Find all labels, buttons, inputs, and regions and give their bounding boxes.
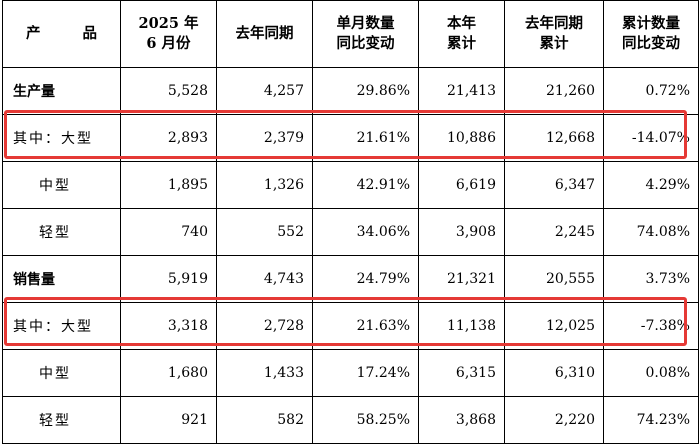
- table-row: 中型 1,680 1,433 17.24% 6,315 6,310 0.08%: [2, 349, 699, 397]
- table-row: 轻型 740 552 34.06% 3,908 2,245 74.08%: [2, 208, 699, 256]
- header-product-char-2: 品: [82, 25, 98, 42]
- cell-ytd: 6,315: [418, 349, 505, 397]
- row-label: 中型: [2, 349, 121, 397]
- cell-month: 1,895: [120, 161, 217, 209]
- row-label: 轻型: [2, 208, 121, 256]
- cell-monthly-change: 24.79%: [312, 255, 419, 303]
- cell-month: 1,680: [120, 349, 217, 397]
- cell-ytd: 6,619: [418, 161, 505, 209]
- cell-ytd: 10,886: [418, 114, 505, 162]
- header-last-year-ytd: 去年同期 累计: [504, 0, 604, 68]
- cell-last-ytd: 12,668: [504, 114, 604, 162]
- cell-last-year: 4,743: [216, 255, 313, 303]
- cell-ytd: 21,321: [418, 255, 505, 303]
- cell-monthly-change: 42.91%: [312, 161, 419, 209]
- cell-monthly-change: 58.25%: [312, 396, 419, 444]
- cell-cum-change: 74.08%: [603, 208, 699, 256]
- header-product: 产品: [2, 0, 121, 68]
- header-ytd-line-1: 本年: [447, 15, 476, 32]
- cell-cum-change: 4.29%: [603, 161, 699, 209]
- cell-monthly-change: 17.24%: [312, 349, 419, 397]
- row-label: 轻型: [2, 396, 121, 444]
- row-label: 生产量: [2, 67, 121, 115]
- table-row: 中型 1,895 1,326 42.91% 6,619 6,347 4.29%: [2, 161, 699, 209]
- row-label: 其中：大型: [2, 302, 121, 350]
- header-cumulative-change-line-1: 累计数量: [622, 15, 680, 32]
- cell-last-ytd: 2,220: [504, 396, 604, 444]
- cell-last-year: 2,379: [216, 114, 313, 162]
- header-monthly-change: 单月数量 同比变动: [312, 0, 419, 68]
- cell-month: 5,919: [120, 255, 217, 303]
- row-label: 中型: [2, 161, 121, 209]
- cell-last-ytd: 6,347: [504, 161, 604, 209]
- cell-month: 740: [120, 208, 217, 256]
- cell-last-ytd: 12,025: [504, 302, 604, 350]
- cell-month: 5,528: [120, 67, 217, 115]
- cell-last-ytd: 21,260: [504, 67, 604, 115]
- cell-monthly-change: 29.86%: [312, 67, 419, 115]
- table-row: 其中：大型 2,893 2,379 21.61% 10,886 12,668 -…: [2, 114, 699, 162]
- cell-cum-change: 0.08%: [603, 349, 699, 397]
- cell-last-year: 2,728: [216, 302, 313, 350]
- header-cumulative-change-line-2: 同比变动: [622, 35, 680, 52]
- cell-last-year: 4,257: [216, 67, 313, 115]
- header-monthly-change-line-1: 单月数量: [336, 15, 395, 32]
- cell-cum-change: -14.07%: [603, 114, 699, 162]
- table-row: 生产量 5,528 4,257 29.86% 21,413 21,260 0.7…: [2, 67, 699, 115]
- cell-ytd: 3,868: [418, 396, 505, 444]
- cell-ytd: 11,138: [418, 302, 505, 350]
- header-month-line-2: 6 月份: [146, 35, 191, 52]
- cell-last-ytd: 6,310: [504, 349, 604, 397]
- cell-cum-change: 3.73%: [603, 255, 699, 303]
- header-monthly-change-line-2: 同比变动: [336, 35, 395, 52]
- header-last-year-ytd-line-1: 去年同期: [525, 15, 583, 32]
- header-month: 2025 年 6 月份: [120, 0, 217, 68]
- header-product-char-1: 产: [26, 25, 41, 42]
- cell-month: 921: [120, 396, 217, 444]
- cell-last-ytd: 20,555: [504, 255, 604, 303]
- cell-last-year: 1,326: [216, 161, 313, 209]
- cell-last-year: 582: [216, 396, 313, 444]
- header-last-year-ytd-line-2: 累计: [539, 35, 569, 52]
- table-row: 其中：大型 3,318 2,728 21.63% 11,138 12,025 -…: [2, 302, 699, 350]
- cell-month: 3,318: [120, 302, 217, 350]
- row-label: 销售量: [2, 255, 121, 303]
- cell-monthly-change: 21.63%: [312, 302, 419, 350]
- cell-cum-change: 74.23%: [603, 396, 699, 444]
- header-last-year-same: 去年同期: [216, 0, 313, 68]
- cell-last-year: 552: [216, 208, 313, 256]
- cell-monthly-change: 21.61%: [312, 114, 419, 162]
- table-row: 轻型 921 582 58.25% 3,868 2,220 74.23%: [2, 396, 699, 444]
- header-cumulative-change: 累计数量 同比变动: [603, 0, 699, 68]
- table-row: 销售量 5,919 4,743 24.79% 21,321 20,555 3.7…: [2, 255, 699, 303]
- cell-month: 2,893: [120, 114, 217, 162]
- cell-cum-change: 0.72%: [603, 67, 699, 115]
- cell-ytd: 21,413: [418, 67, 505, 115]
- header-row: 产品 2025 年 6 月份 去年同期 单月数量 同比变动 本年 累计 去年同期: [2, 0, 699, 68]
- cell-ytd: 3,908: [418, 208, 505, 256]
- header-ytd-line-2: 累计: [447, 35, 476, 52]
- cell-monthly-change: 34.06%: [312, 208, 419, 256]
- header-month-line-1: 2025 年: [138, 15, 199, 32]
- row-label: 其中：大型: [2, 114, 121, 162]
- cell-cum-change: -7.38%: [603, 302, 699, 350]
- cell-last-ytd: 2,245: [504, 208, 604, 256]
- header-ytd: 本年 累计: [418, 0, 505, 68]
- cell-last-year: 1,433: [216, 349, 313, 397]
